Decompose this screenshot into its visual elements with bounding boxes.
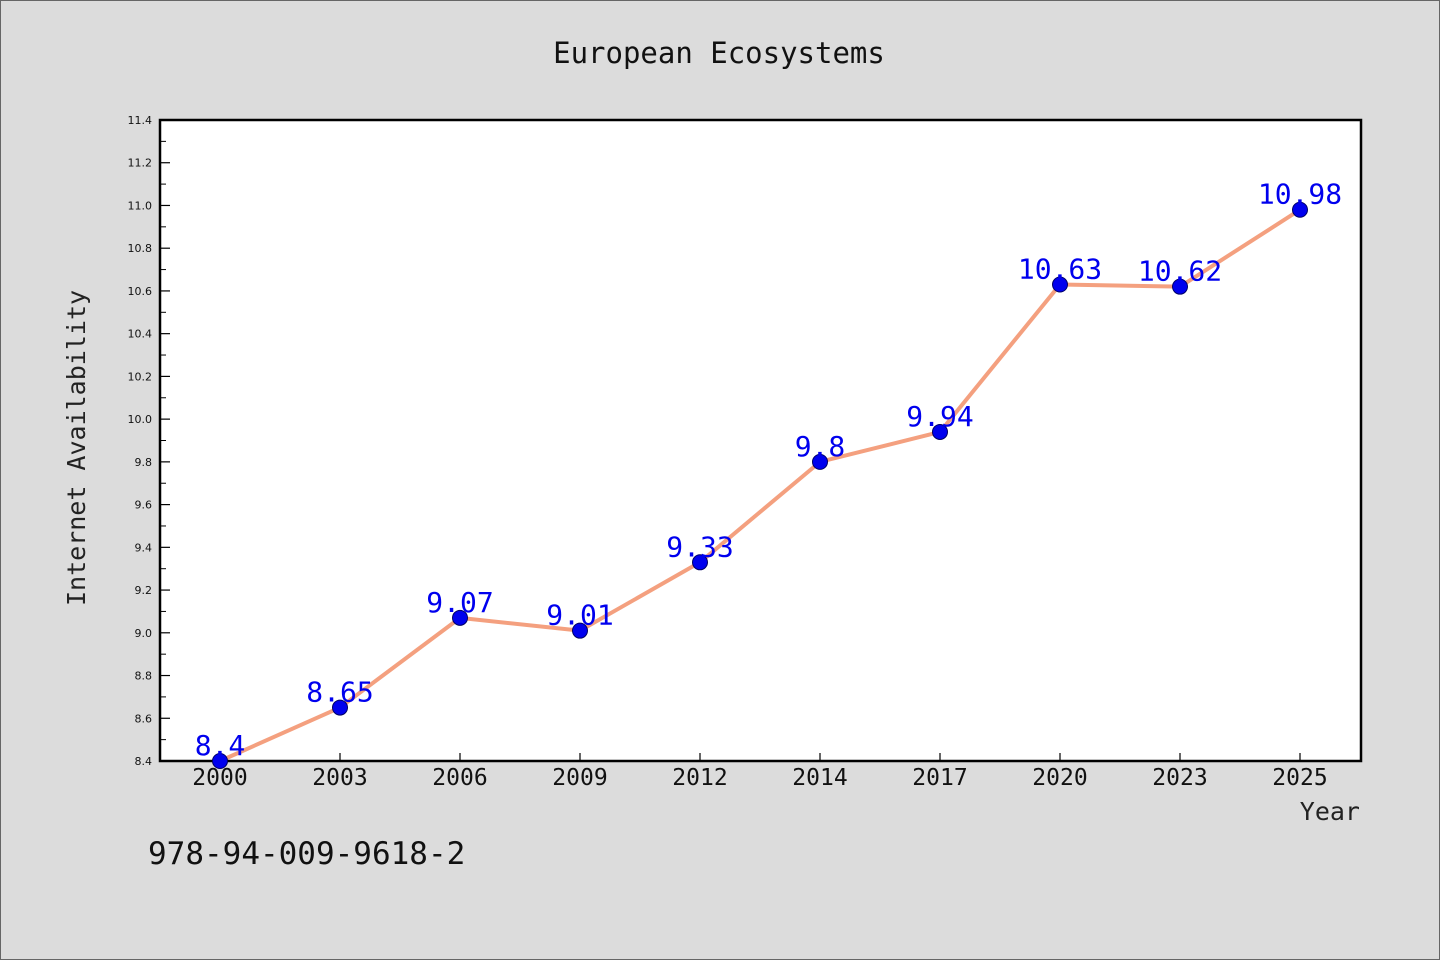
y-tick-label: 9.8 xyxy=(135,456,153,469)
data-point xyxy=(452,609,468,626)
x-tick-label: 2000 xyxy=(192,765,247,791)
x-tick-label: 2006 xyxy=(432,765,487,791)
x-tick-label: 2025 xyxy=(1272,765,1327,791)
x-tick-label: 2014 xyxy=(792,765,847,791)
y-tick-label: 10.4 xyxy=(128,328,153,341)
y-tick-label: 9.0 xyxy=(135,627,153,640)
x-tick-label: 2017 xyxy=(912,765,967,791)
y-axis: 8.4 8.6 8.8 9.0 9.2 9.4 9.6 9.8 10.0 10.2 10.4 10.6… xyxy=(128,114,170,768)
data-label: 10.62 xyxy=(1138,255,1222,288)
data-label: 9.94 xyxy=(906,400,973,433)
series-markers xyxy=(212,201,1308,769)
data-point xyxy=(692,554,708,571)
data-point xyxy=(572,622,588,639)
data-point xyxy=(1052,276,1068,293)
data-label: 10.63 xyxy=(1018,253,1102,286)
x-tick-label: 2009 xyxy=(552,765,607,791)
y-tick-label: 9.2 xyxy=(135,584,153,597)
y-tick-label: 10.6 xyxy=(128,285,153,298)
series-line xyxy=(218,207,1302,763)
data-label: 8.65 xyxy=(306,676,373,709)
y-tick-label: 10.0 xyxy=(128,413,153,426)
plot-area xyxy=(158,118,1363,763)
x-axis-label: Year xyxy=(1300,797,1360,826)
data-point xyxy=(212,753,228,769)
y-tick-label: 11.0 xyxy=(128,199,153,212)
y-tick-label: 8.8 xyxy=(135,670,153,683)
y-tick-label: 9.6 xyxy=(135,499,153,512)
x-tick-label: 2020 xyxy=(1032,765,1087,791)
x-tick-label: 2012 xyxy=(672,765,727,791)
y-axis-label: Internet Availability xyxy=(62,290,91,606)
data-labels: 8.4 8.65 9.07 9.01 9.33 9.8 9.94 10.63 10.62 10.9… xyxy=(195,178,1342,762)
x-tick-label: 2023 xyxy=(1152,765,1207,791)
data-label: 9.01 xyxy=(546,599,613,632)
x-tick-label: 2003 xyxy=(312,765,367,791)
data-label: 9.8 xyxy=(795,430,846,463)
data-label: 10.98 xyxy=(1258,178,1342,211)
isbn-annotation: 978-94-009-9618-2 xyxy=(148,836,465,872)
data-label: 8.4 xyxy=(195,729,246,762)
data-label: 9.33 xyxy=(666,530,733,563)
y-tick-label: 10.2 xyxy=(128,370,153,383)
y-tick-label: 8.6 xyxy=(135,712,153,725)
data-point xyxy=(812,453,828,470)
y-tick-label: 9.4 xyxy=(135,541,153,554)
y-tick-label: 11.4 xyxy=(128,114,153,127)
data-label: 9.07 xyxy=(426,586,493,619)
data-point xyxy=(1172,278,1188,295)
y-tick-label: 11.2 xyxy=(128,157,153,170)
data-point xyxy=(1292,201,1308,218)
y-tick-label: 10.8 xyxy=(128,242,153,255)
x-axis: 2000 2003 2006 2009 2012 2014 2017 2020 2023 2025 xyxy=(192,753,1328,791)
data-point xyxy=(932,423,948,440)
data-point xyxy=(332,699,348,716)
chart-title: European Ecosystems xyxy=(553,36,885,70)
y-tick-label: 8.4 xyxy=(135,755,153,768)
